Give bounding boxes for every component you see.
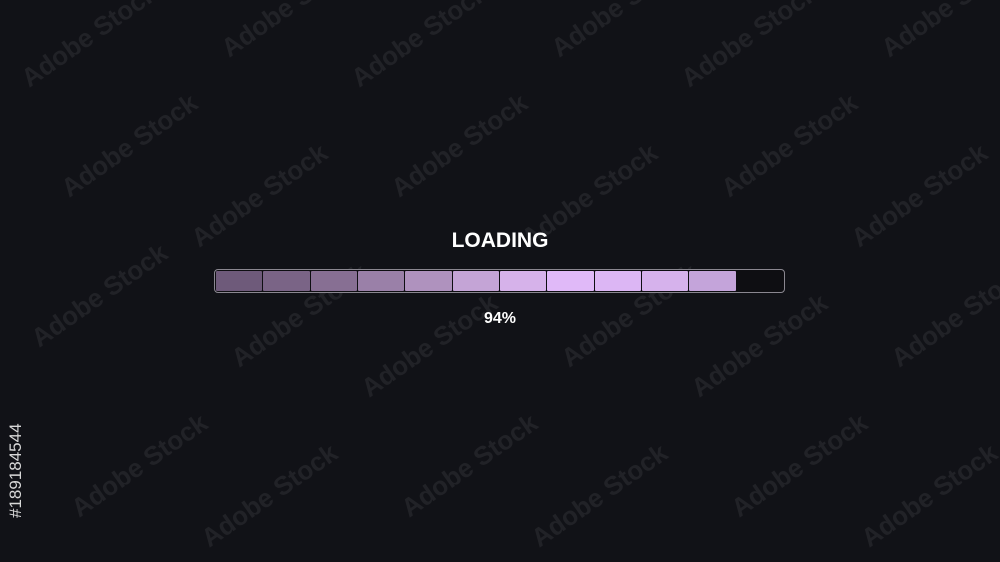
progress-segment-filled <box>689 271 736 291</box>
watermark-text: Adobe Stock <box>195 437 343 553</box>
watermark-text: Adobe Stock <box>525 437 673 553</box>
progress-segment-filled <box>263 271 310 291</box>
watermark-text: Adobe Stock <box>385 87 533 203</box>
progress-segment-filled <box>216 271 263 291</box>
watermark-text: Adobe Stock <box>65 407 213 523</box>
watermark-text: Adobe Stock <box>875 0 1000 63</box>
progress-segment-filled <box>547 271 594 291</box>
watermark-text: Adobe Stock <box>345 0 493 93</box>
progress-bar <box>214 269 785 293</box>
watermark-text: Adobe Stock <box>215 0 363 63</box>
progress-percent: 94% <box>483 310 517 327</box>
watermark-text: Adobe Stock <box>15 0 163 93</box>
watermark-text: Adobe Stock <box>715 87 863 203</box>
watermark-text: Adobe Stock <box>685 287 833 403</box>
watermark-text: Adobe Stock <box>855 437 1000 553</box>
stock-id: #189184544 <box>6 423 25 518</box>
progress-segment-filled <box>452 271 499 291</box>
watermark-text: Adobe Stock <box>725 407 873 523</box>
watermark-text: Adobe Stock <box>395 407 543 523</box>
watermark-text: Adobe Stock <box>545 0 693 63</box>
progress-segment-filled <box>641 271 689 291</box>
progress-segment-empty <box>736 271 783 291</box>
watermark-text: Adobe Stock <box>25 237 173 353</box>
progress-segment-filled <box>594 271 641 291</box>
watermark-text: Adobe Stock <box>355 287 503 403</box>
progress-segment-filled <box>357 271 405 291</box>
progress-segment-filled <box>499 271 547 291</box>
watermark-text: Adobe Stock <box>55 87 203 203</box>
watermark-text: Adobe Stock <box>675 0 823 93</box>
progress-segment-filled <box>405 271 452 291</box>
loading-title: LOADING <box>451 229 549 252</box>
progress-segment-filled <box>310 271 357 291</box>
